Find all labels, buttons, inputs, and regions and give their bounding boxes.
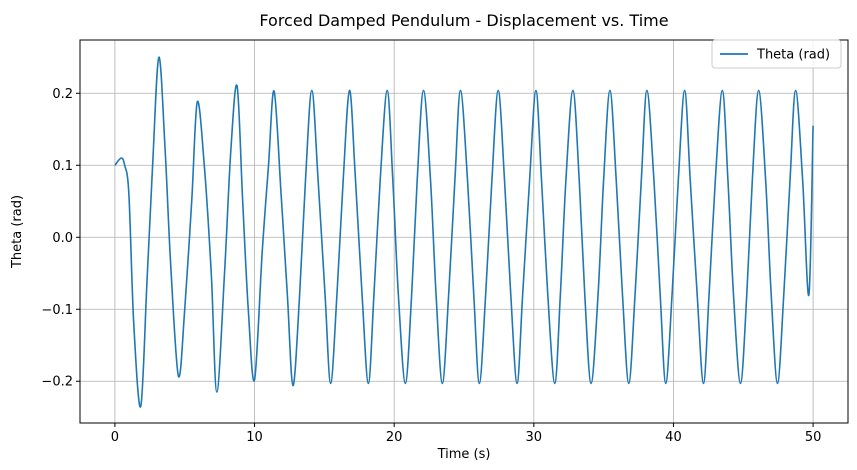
x-tick-label: 50 [805, 430, 822, 445]
x-tick-label: 10 [246, 430, 263, 445]
series-line-0 [114, 56, 814, 408]
y-axis-label: Theta (rad) [10, 195, 25, 269]
x-tick-label: 0 [111, 430, 119, 445]
plot-lines [114, 56, 814, 408]
chart-title: Forced Damped Pendulum - Displacement vs… [259, 11, 668, 30]
x-tick-label: 40 [665, 430, 682, 445]
legend-label: Theta (rad) [756, 48, 830, 63]
legend: Theta (rad) [711, 39, 842, 69]
legend-box [711, 39, 842, 69]
y-tick-label: 0.2 [52, 87, 73, 102]
y-tick-label: 0.0 [52, 231, 73, 246]
y-tick-label: −0.1 [41, 303, 73, 318]
ticks: 0 10 20 30 40 50 −0.2 −0.1 0.0 0.1 0.2 [41, 87, 821, 445]
grid [80, 40, 848, 423]
x-axis-label: Time (s) [437, 447, 491, 462]
plot-frame [79, 39, 849, 424]
x-tick-label: 20 [386, 430, 403, 445]
y-tick-label: −0.2 [41, 375, 73, 390]
x-tick-label: 30 [526, 430, 543, 445]
y-tick-label: 0.1 [52, 159, 73, 174]
